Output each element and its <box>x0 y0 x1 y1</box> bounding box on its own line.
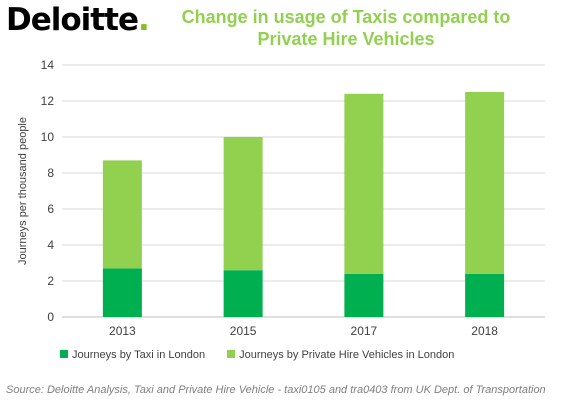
legend-swatch-taxi <box>60 350 68 358</box>
bar-chart: 0 2 4 6 8 10 12 14 2013 2015 2017 2018 Journeys pe… <box>17 58 545 338</box>
brand-dot: . <box>137 2 150 38</box>
y-tick-label: 10 <box>41 130 55 144</box>
x-axis-ticks: 2013 2015 2017 2018 <box>109 324 498 338</box>
bar-private-hire <box>223 137 263 271</box>
bar-private-hire <box>102 160 142 269</box>
legend-item-taxi: Journeys by Taxi in London <box>60 349 205 361</box>
y-tick-label: 6 <box>47 202 54 216</box>
legend-swatch-phv <box>227 350 236 358</box>
y-tick-label: 4 <box>47 238 54 252</box>
y-tick-label: 2 <box>47 274 54 288</box>
brand-name: Deloitte <box>6 2 139 38</box>
y-tick-label: 8 <box>47 166 54 180</box>
source-note: Source: Deloitte Analysis, Taxi and Priv… <box>6 384 546 396</box>
y-tick-label: 12 <box>41 94 55 108</box>
x-tick-label: 2013 <box>109 324 136 338</box>
x-tick-label: 2018 <box>471 324 498 338</box>
bar-taxi <box>465 273 505 317</box>
gridlines <box>62 64 545 318</box>
x-tick-label: 2017 <box>351 324 378 338</box>
brand-logo: Deloitte. <box>6 1 150 39</box>
bar-private-hire <box>465 92 505 274</box>
y-axis-label: Journeys per thousand people <box>17 117 29 265</box>
legend-label-taxi: Journeys by Taxi in London <box>72 349 206 361</box>
bar-private-hire <box>344 93 384 274</box>
bar-taxi <box>102 268 142 317</box>
bar-taxi <box>223 270 263 317</box>
y-tick-label: 14 <box>41 58 55 72</box>
chart-title: Change in usage of Taxis compared to Pri… <box>181 7 511 49</box>
legend-item-phv: Journeys by Private Hire Vehicles in Lon… <box>227 349 454 361</box>
legend: Journeys by Taxi in London Journeys by Pr… <box>60 349 476 361</box>
x-tick-label: 2015 <box>230 324 257 338</box>
bars <box>102 92 505 317</box>
y-tick-label: 0 <box>47 310 54 324</box>
legend-label-phv: Journeys by Private Hire Vehicles in Lon… <box>239 349 455 361</box>
y-axis-ticks: 0 2 4 6 8 10 12 14 <box>41 58 55 324</box>
bar-taxi <box>344 273 384 317</box>
